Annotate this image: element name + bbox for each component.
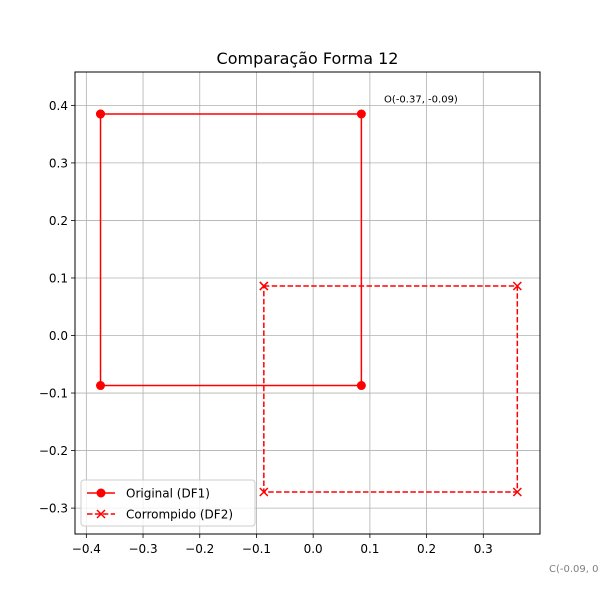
y-tick-label: 0.0 [49,329,68,343]
y-tick-label: 0.4 [49,99,68,113]
data-point-marker [259,487,269,497]
data-point-marker [356,109,366,119]
annotation-label: C(-0.09, 0 [549,564,598,575]
x-tick-label: −0.2 [185,542,214,556]
data-point-marker [96,381,106,391]
x-tick-label: 0.1 [360,542,379,556]
legend-box [80,479,256,527]
annotation-label: O(-0.37, -0.09) [384,95,458,106]
y-tick-label: −0.3 [39,502,68,516]
axes-frame [74,71,541,535]
annotations: O(-0.37, -0.09) C(-0.09, 0 [384,95,598,575]
series-original [96,109,366,391]
x-tick-label: −0.3 [128,542,157,556]
y-tick-label: 0.2 [49,214,68,228]
y-tick-label: −0.2 [39,444,68,458]
axis-ticks: −0.4 −0.3 −0.2 −0.1 0.0 0.1 0.2 0.3 −0.3 −0.2 −0.1… [39,99,493,556]
data-point-marker [259,281,269,291]
legend: Original (DF1) Corrompido (DF2) [80,479,256,527]
legend-swatch-marker [96,488,106,498]
x-tick-label: 0.3 [474,542,493,556]
x-tick-label: 0.2 [417,542,436,556]
x-tick-label: −0.1 [242,542,271,556]
x-tick-label: −0.4 [72,542,101,556]
series-layer [96,109,522,497]
y-tick-label: 0.3 [49,156,68,170]
x-tick-label: 0.0 [304,542,323,556]
legend-label: Corrompido (DF2) [126,508,233,522]
data-point-marker [96,109,106,119]
data-point-marker [512,487,522,497]
y-tick-label: 0.1 [49,271,68,285]
data-point-marker [512,281,522,291]
legend-swatch-marker [96,509,106,519]
y-tick-label: −0.1 [39,387,68,401]
legend-label: Original (DF1) [126,487,210,501]
series-corrompido [259,281,522,497]
data-point-marker [356,381,366,391]
chart-title: Comparação Forma 12 [217,49,399,68]
